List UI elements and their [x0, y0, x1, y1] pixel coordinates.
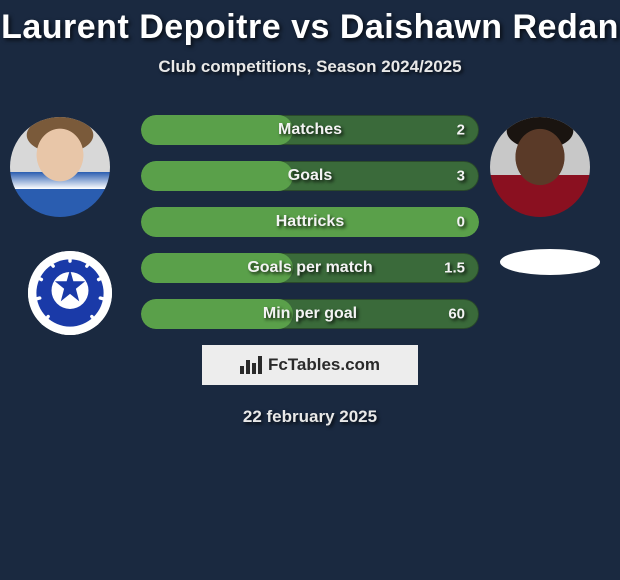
branding-label: FcTables.com: [268, 355, 380, 375]
club-right-logo: [500, 249, 600, 275]
stat-label: Goals per match: [141, 259, 479, 277]
stat-value: 0: [457, 214, 465, 231]
date-label: 22 february 2025: [0, 407, 620, 427]
comparison-panel: Matches2 Goals3 Hattricks0 Goals per match1…: [0, 115, 620, 329]
stat-row: Min per goal60: [141, 299, 479, 329]
stat-label: Min per goal: [141, 305, 479, 323]
stat-value: 2: [457, 122, 465, 139]
stat-row: Goals per match1.5: [141, 253, 479, 283]
stat-label: Matches: [141, 121, 479, 139]
club-left-logo-icon: [28, 251, 112, 335]
stat-value: 1.5: [444, 260, 465, 277]
bar-chart-icon: [240, 356, 262, 374]
player-right-face-icon: [490, 117, 590, 217]
stat-label: Hattricks: [141, 213, 479, 231]
player-left-face-icon: [10, 117, 110, 217]
stat-row: Matches2: [141, 115, 479, 145]
stat-row: Goals3: [141, 161, 479, 191]
branding-badge: FcTables.com: [202, 345, 418, 385]
stat-value: 3: [457, 168, 465, 185]
stat-label: Goals: [141, 167, 479, 185]
player-right-avatar: [490, 117, 590, 217]
player-left-avatar: [10, 117, 110, 217]
subtitle: Club competitions, Season 2024/2025: [0, 57, 620, 77]
page-title: Laurent Depoitre vs Daishawn Redan: [0, 0, 620, 47]
stat-value: 60: [448, 306, 465, 323]
stat-row: Hattricks0: [141, 207, 479, 237]
stat-bars: Matches2 Goals3 Hattricks0 Goals per match1…: [141, 115, 479, 329]
club-left-logo: [28, 251, 112, 335]
